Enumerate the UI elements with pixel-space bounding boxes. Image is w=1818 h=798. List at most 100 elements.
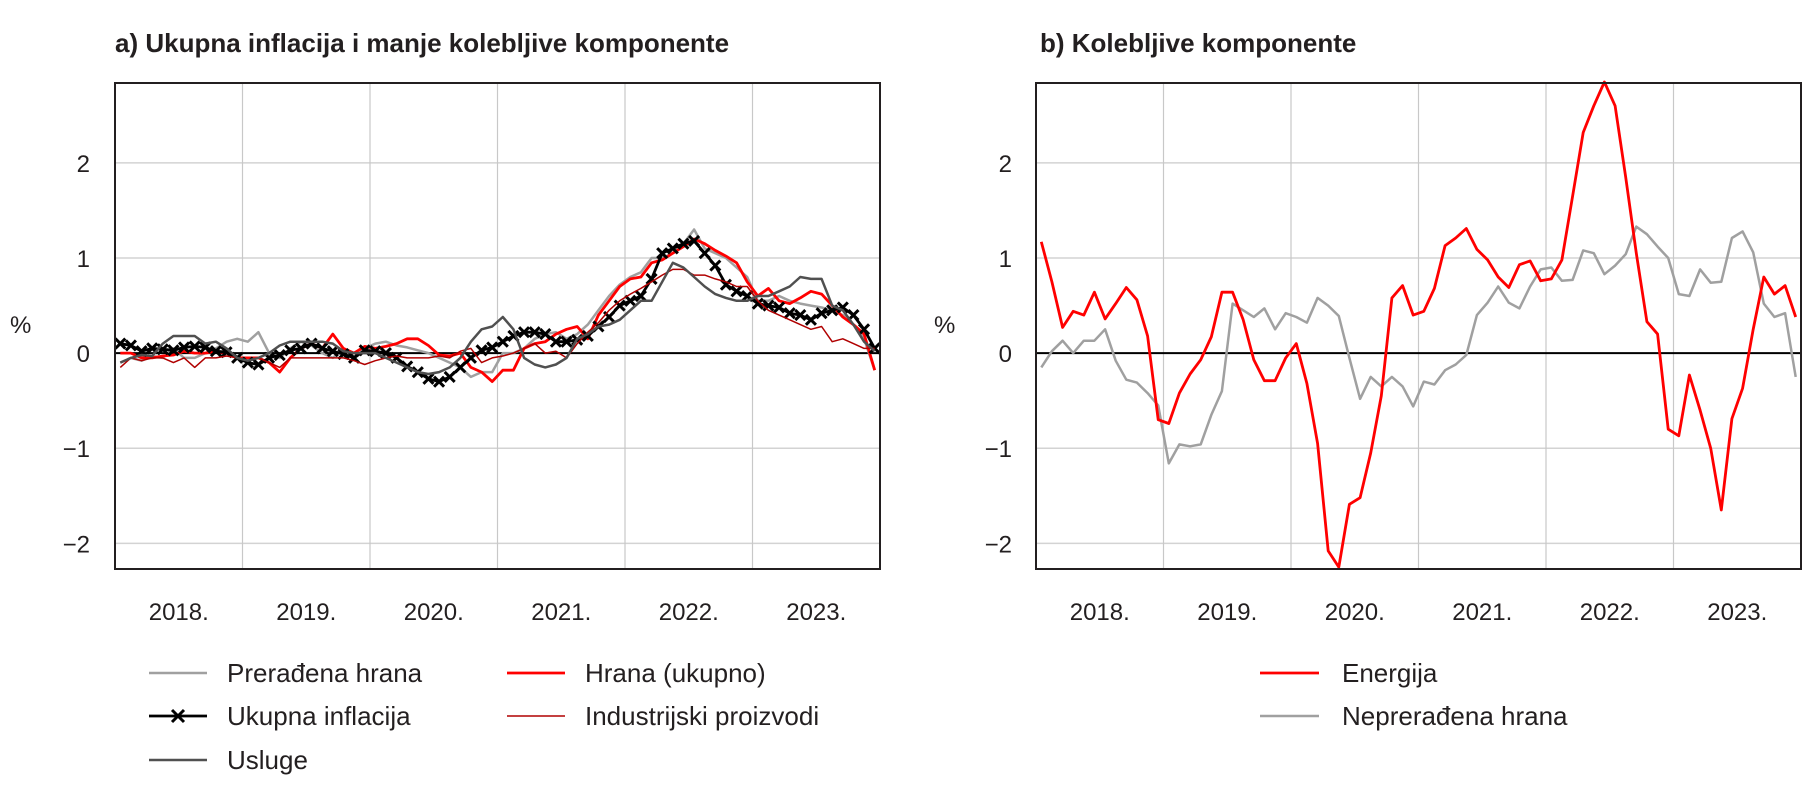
data-point-marker	[220, 346, 233, 359]
x-tick-label: 2018.	[1070, 599, 1130, 626]
data-point-marker	[252, 358, 265, 371]
data-point-marker	[422, 372, 435, 385]
y-tick-label: −2	[985, 531, 1012, 558]
data-point-marker	[167, 344, 180, 357]
data-point-marker	[539, 328, 552, 341]
y-tick-label: 0	[999, 341, 1012, 368]
panel-b-title: b) Kolebljive komponente	[1040, 28, 1356, 58]
series-line-usluge	[119, 261, 876, 376]
y-tick-label: −1	[985, 436, 1012, 463]
legend-item-ukupna-inflacija: Ukupna inflacija	[149, 701, 411, 731]
data-point-marker	[560, 335, 573, 348]
plot-frame	[114, 82, 881, 570]
y-tick-label: 1	[999, 246, 1012, 273]
data-point-marker	[486, 341, 499, 354]
legend-item-usluge: Usluge	[149, 745, 308, 775]
series-line-prera-ena-hrana	[119, 228, 876, 379]
series-line-neprera-ena-hrana	[1040, 225, 1797, 465]
data-point-marker	[677, 237, 690, 250]
x-tick-label: 2021.	[531, 599, 591, 626]
x-marker-icon	[170, 708, 186, 724]
data-point-marker	[433, 375, 446, 388]
x-tick-label: 2021.	[1452, 599, 1512, 626]
data-point-marker	[698, 247, 711, 260]
legend-label: Neprerađena hrana	[1342, 701, 1568, 731]
panel-a-legend: Prerađena hrana Hrana (ukupno) Ukupna in…	[149, 658, 819, 775]
data-point-marker	[730, 285, 743, 298]
panel-a: a) Ukupna inflacija i manje kolebljive k…	[10, 28, 881, 775]
legend-item-industrijski-proizvodi: Industrijski proizvodi	[507, 701, 819, 731]
legend-item-energija: Energija	[1260, 658, 1438, 688]
data-point-marker	[762, 299, 775, 312]
plot-frame	[1035, 82, 1802, 570]
x-tick-label: 2022.	[659, 599, 719, 626]
data-point-marker	[178, 341, 191, 354]
data-point-marker	[666, 242, 679, 255]
data-point-marker	[475, 344, 488, 357]
panel-b-legend: Energija Neprerađena hrana	[1260, 658, 1568, 731]
data-point-marker	[858, 323, 871, 336]
data-point-marker	[326, 345, 339, 358]
legend-label: Usluge	[227, 745, 308, 775]
data-point-marker	[284, 344, 297, 357]
data-point-marker	[188, 340, 201, 353]
data-point-marker	[496, 335, 509, 348]
data-point-marker	[273, 348, 286, 362]
data-point-marker	[305, 337, 318, 350]
data-point-marker	[773, 301, 786, 314]
panel-a-plot-area: 2 1 0 −1 −2 2018. 2019. 2020. 2021. 2022. 2023.	[63, 82, 881, 626]
data-point-marker	[815, 307, 828, 320]
panel-b-y-axis-label: %	[934, 312, 955, 339]
data-point-marker	[124, 339, 137, 352]
panel-b-plot-area: 2 1 0 −1 −2 2018. 2019. 2020. 2021. 2022. 2023.	[985, 80, 1802, 626]
data-point-marker	[549, 335, 562, 348]
x-tick-label: 2019.	[276, 599, 336, 626]
legend-label: Ukupna inflacija	[227, 701, 411, 731]
data-point-marker	[783, 307, 796, 320]
x-tick-label: 2019.	[1197, 599, 1257, 626]
data-point-marker	[528, 326, 541, 339]
data-point-marker	[794, 309, 807, 322]
data-point-marker	[645, 272, 658, 285]
y-tick-label: 0	[77, 341, 90, 368]
data-point-marker	[634, 289, 647, 303]
legend-label: Prerađena hrana	[227, 658, 423, 688]
data-point-marker	[443, 370, 456, 383]
data-point-marker	[624, 294, 637, 307]
panel-a-title: a) Ukupna inflacija i manje kolebljive k…	[115, 28, 729, 58]
legend-label: Energija	[1342, 658, 1438, 688]
data-point-marker	[688, 234, 701, 247]
panel-a-y-axis-label: %	[10, 312, 31, 339]
data-point-marker	[709, 259, 722, 272]
legend-item-preradjena-hrana: Prerađena hrana	[149, 658, 423, 688]
y-tick-label: 2	[77, 151, 90, 178]
data-point-marker	[209, 345, 222, 358]
x-tick-label: 2023.	[786, 599, 846, 626]
data-point-marker	[464, 351, 477, 364]
data-point-marker	[751, 297, 764, 310]
data-point-marker	[294, 342, 307, 355]
legend-item-nepreradjena-hrana: Neprerađena hrana	[1260, 701, 1568, 731]
y-tick-label: 2	[999, 151, 1012, 178]
x-tick-label: 2018.	[149, 599, 209, 626]
series-line-energija	[1039, 80, 1798, 569]
x-tick-label: 2022.	[1580, 599, 1640, 626]
x-tick-label: 2020.	[1325, 599, 1385, 626]
data-point-marker	[836, 301, 849, 314]
legend-item-hrana-ukupno: Hrana (ukupno)	[507, 658, 766, 688]
data-point-marker	[804, 313, 817, 326]
data-point-marker	[114, 337, 127, 350]
data-point-marker	[656, 247, 669, 260]
legend-label: Hrana (ukupno)	[585, 658, 766, 688]
data-point-marker	[518, 326, 531, 339]
data-point-marker	[454, 361, 467, 374]
data-point-marker	[613, 299, 626, 312]
series-line-hrana-ukupno-	[120, 237, 877, 384]
x-tick-label: 2023.	[1707, 599, 1767, 626]
legend-label: Industrijski proizvodi	[585, 701, 819, 731]
y-tick-label: 1	[77, 246, 90, 273]
x-tick-label: 2020.	[404, 599, 464, 626]
data-point-marker	[316, 342, 329, 355]
